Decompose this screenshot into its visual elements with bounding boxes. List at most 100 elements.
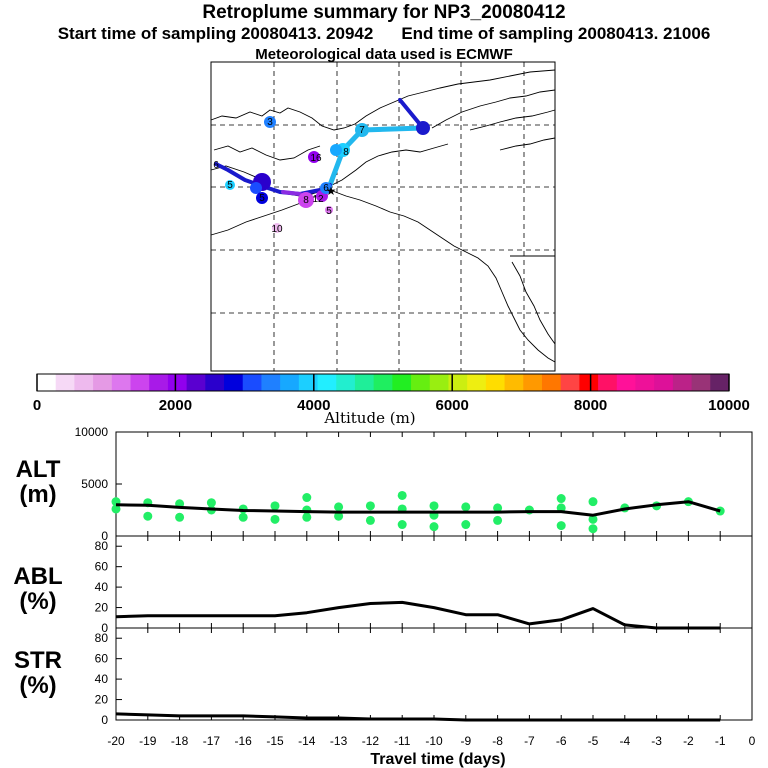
x-tick-label: -15: [266, 734, 284, 748]
alt-scatter-point: [461, 520, 471, 530]
plume-marker: [325, 206, 333, 214]
alt-ytick-label: 10000: [75, 425, 109, 439]
alt-scatter-point: [588, 524, 598, 534]
alt-scatter-point: [365, 515, 375, 525]
plume-marker: [416, 121, 430, 135]
x-tick-label: -14: [298, 734, 316, 748]
alt-scatter-point: [493, 503, 503, 513]
trajectory-segment: [281, 190, 302, 196]
colorbar-swatch: [598, 374, 618, 391]
altitude-colorbar: [36, 373, 730, 392]
alt-scatter-point: [461, 502, 471, 512]
x-tick-label: -11: [394, 734, 411, 748]
x-tick-label: -4: [619, 734, 630, 748]
alt-scatter-point: [556, 521, 566, 531]
trajectory-segment: [327, 125, 426, 188]
colorbar-swatch: [635, 374, 655, 391]
colorbar-swatch: [710, 374, 730, 391]
colorbar-tick-label: 4000: [297, 397, 330, 414]
colorbar-swatch: [317, 374, 337, 391]
plume-marker: [256, 192, 268, 204]
abl-ytick-label: 20: [95, 601, 109, 615]
alt-scatter-point: [175, 512, 185, 522]
alt-scatter-point: [429, 501, 439, 511]
colorbar-tick-label: 8000: [574, 397, 607, 414]
plume-marker: [298, 192, 314, 208]
map-day-label: 8: [303, 195, 309, 206]
x-tick-label: -7: [524, 734, 535, 748]
colorbar-tick-label: 0: [33, 397, 41, 414]
colorbar-swatch: [205, 374, 225, 391]
colorbar-swatch: [560, 374, 580, 391]
colorbar-swatch: [429, 374, 449, 391]
plume-marker: [264, 116, 276, 128]
colorbar-swatch: [616, 374, 636, 391]
map-day-label: 5: [259, 193, 265, 204]
colorbar-title: Altitude (m): [323, 409, 415, 427]
colorbar-swatch: [37, 374, 57, 391]
map-day-label: 7: [359, 125, 365, 136]
alt-ytick-label: 0: [101, 529, 108, 543]
x-tick-label: -18: [171, 734, 189, 748]
receptor-star-icon: ★: [326, 184, 337, 198]
map-frame: [210, 61, 556, 372]
map-day-label: 16: [310, 153, 322, 164]
colorbar-swatch: [654, 374, 674, 391]
alt-scatter-point: [334, 511, 344, 521]
chart-title: Retroplume summary for NP3_20080412: [202, 2, 566, 23]
abl-ytick-label: 80: [95, 539, 109, 553]
alt-scatter-point: [397, 520, 407, 530]
colorbar-swatch: [74, 374, 94, 391]
plume-marker: [272, 223, 282, 233]
alt-scatter-point: [334, 502, 344, 512]
str-panel-frame: [115, 627, 753, 721]
map-day-label: 6: [323, 183, 329, 194]
alt-scatter-point: [397, 490, 407, 500]
colorbar-tick-label: 2000: [159, 397, 192, 414]
met-data-label: Meteorological data used is ECMWF: [255, 46, 513, 63]
str-ytick-label: 0: [101, 713, 108, 727]
alt-scatter-point: [302, 493, 312, 503]
x-tick-label: -20: [107, 734, 125, 748]
colorbar-swatch: [111, 374, 132, 391]
colorbar-swatch: [392, 374, 412, 391]
plume-marker: [308, 151, 320, 163]
alt-scatter-point: [238, 512, 248, 522]
str-ytick-label: 60: [95, 652, 109, 666]
x-axis-labels: -20 -19 -18 -17 -16 -15 -14 -13 -12 -11 -10 -9 -8 -7-…: [107, 734, 755, 748]
x-tick-label: -17: [203, 734, 221, 748]
alt-scatter-point: [270, 514, 280, 524]
colorbar-swatch: [691, 374, 711, 391]
alt-scatter-point: [302, 512, 312, 522]
map-day-label: 12: [312, 194, 324, 205]
alt-scatter-point: [588, 497, 598, 507]
alt-scatter-point: [111, 504, 121, 514]
alt-scatter-point: [524, 505, 534, 515]
x-tick-label: -19: [139, 734, 157, 748]
map-day-label: 5: [227, 180, 233, 191]
plume-marker: [320, 182, 332, 194]
colorbar-swatch: [242, 374, 262, 391]
colorbar-swatch: [336, 374, 356, 391]
alt-scatter-point: [365, 501, 375, 511]
colorbar-swatch: [149, 374, 169, 391]
map-day-label: 8: [343, 147, 349, 158]
str-panel-unit: (%): [19, 672, 56, 699]
alt-scatter-point: [206, 498, 216, 508]
map-day-label: 10: [271, 224, 283, 235]
x-tick-label: -2: [683, 734, 694, 748]
colorbar-swatch: [93, 374, 113, 391]
colorbar-swatch: [523, 374, 543, 391]
str-ytick-label: 20: [95, 693, 109, 707]
str-ytick-label: 40: [95, 672, 109, 686]
colorbar-swatch: [411, 374, 431, 391]
x-tick-label: -16: [235, 734, 253, 748]
colorbar-swatch: [467, 374, 487, 391]
colorbar-tick-label: 6000: [436, 397, 469, 414]
plume-marker: [250, 182, 262, 194]
str-series-line: [115, 712, 721, 722]
